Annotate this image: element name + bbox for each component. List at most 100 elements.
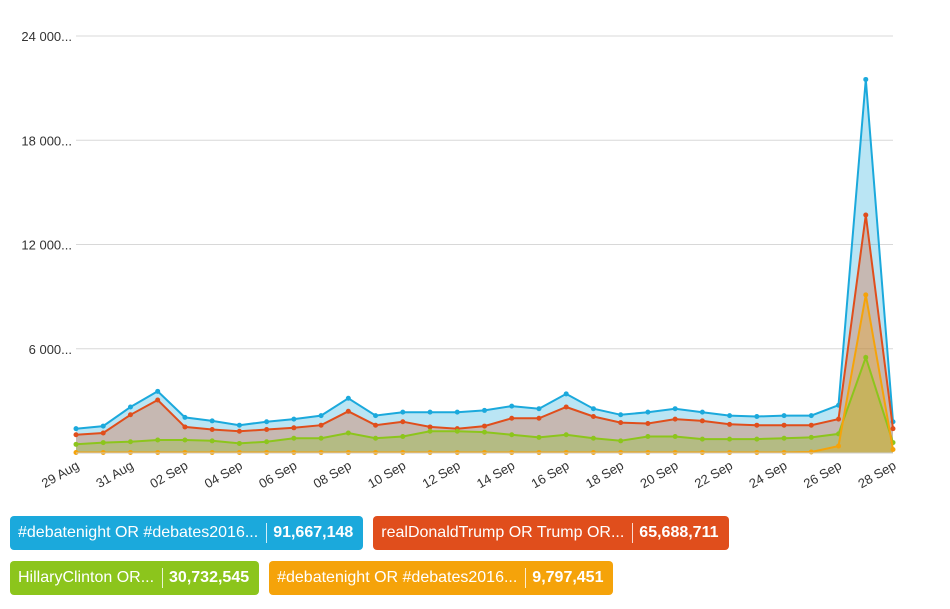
data-point [373, 435, 379, 441]
data-point [264, 439, 270, 445]
data-point [400, 409, 406, 415]
data-point [100, 440, 106, 446]
data-point [672, 433, 678, 439]
data-point [699, 436, 705, 442]
data-point [427, 428, 433, 434]
data-point [291, 425, 297, 431]
data-point [182, 414, 188, 420]
data-point [373, 422, 379, 428]
data-point [808, 422, 814, 428]
data-point [672, 449, 678, 455]
data-point [427, 424, 433, 430]
data-point [808, 434, 814, 440]
x-tick-label: 12 Sep [420, 458, 463, 492]
legend-item-total: 91,667,148 [273, 524, 354, 541]
y-tick-label: 6 000... [29, 342, 72, 357]
data-point [482, 407, 487, 413]
data-point [727, 421, 733, 427]
data-point [482, 449, 487, 455]
data-point [672, 406, 678, 412]
y-tick-label: 12 000... [21, 238, 72, 253]
data-point [182, 437, 188, 443]
data-point [155, 449, 161, 455]
data-point [73, 432, 79, 438]
data-point [836, 416, 842, 422]
x-tick-label: 24 Sep [746, 458, 789, 492]
data-point [345, 449, 351, 455]
series-area [76, 215, 893, 453]
legend-item-name: #debatenight OR #debates2016... [18, 524, 259, 541]
legend-item-name: HillaryClinton OR... [18, 569, 155, 586]
legend-item-name: realDonaldTrump OR Trump OR... [381, 524, 625, 541]
data-point [236, 449, 242, 455]
data-point [863, 354, 869, 360]
data-point [618, 438, 624, 444]
data-point [318, 435, 324, 441]
legend-item-total: 65,688,711 [639, 524, 719, 541]
data-point [318, 422, 324, 428]
legend-item-debatenight-2[interactable]: #debatenight OR #debates2016... 9,797,45… [269, 561, 614, 595]
data-point [563, 449, 569, 455]
data-point [482, 429, 487, 435]
x-tick-label: 10 Sep [365, 458, 408, 492]
data-point [400, 419, 406, 425]
data-point [291, 449, 297, 455]
legend-item-name: #debatenight OR #debates2016... [277, 569, 518, 586]
data-point [400, 449, 406, 455]
legend-divider [525, 568, 527, 588]
data-point [536, 415, 542, 421]
data-point [73, 449, 79, 455]
series-line [75, 79, 894, 430]
data-point [291, 435, 297, 441]
legend-row-2: HillaryClinton OR... 30,732,545 #debaten… [10, 561, 940, 595]
data-point [536, 434, 542, 440]
data-point [264, 449, 270, 455]
data-point [781, 449, 787, 455]
data-point [345, 395, 351, 401]
x-tick-label: 22 Sep [692, 458, 735, 492]
data-point [127, 412, 133, 418]
data-point [318, 413, 324, 419]
data-point [563, 391, 569, 397]
data-point [699, 409, 705, 415]
data-point [100, 430, 106, 436]
data-point [509, 415, 515, 421]
data-point [590, 414, 596, 420]
data-point [509, 403, 515, 409]
data-point [699, 449, 705, 455]
data-point [890, 447, 896, 453]
data-point [781, 435, 787, 441]
data-point [100, 423, 106, 429]
x-tick-label: 31 Aug [93, 458, 136, 491]
data-point [536, 406, 542, 412]
data-point [73, 426, 79, 432]
data-point [482, 423, 487, 429]
legend-item-debatenight[interactable]: #debatenight OR #debates2016... 91,667,1… [10, 516, 364, 550]
data-point [155, 388, 161, 394]
data-point [727, 413, 733, 419]
legend-item-total: 9,797,451 [532, 569, 604, 586]
data-point [509, 449, 515, 455]
data-point [536, 449, 542, 455]
data-point [563, 404, 569, 410]
y-tick-label: 24 000... [21, 29, 72, 44]
data-point [836, 443, 842, 449]
data-point [209, 438, 215, 444]
data-point [182, 449, 188, 455]
legend: #debatenight OR #debates2016... 91,667,1… [10, 516, 940, 606]
data-point [264, 427, 270, 433]
data-point [863, 292, 869, 298]
data-point [863, 212, 869, 218]
legend-item-trump[interactable]: realDonaldTrump OR Trump OR... 65,688,71… [373, 516, 729, 550]
legend-item-total: 30,732,545 [169, 569, 250, 586]
data-point [754, 436, 760, 442]
legend-divider [266, 523, 268, 543]
data-point [781, 413, 787, 419]
data-point [754, 414, 760, 420]
data-point [127, 449, 133, 455]
data-point [645, 420, 651, 426]
legend-item-clinton[interactable]: HillaryClinton OR... 30,732,545 [10, 561, 260, 595]
data-point [345, 408, 351, 414]
data-point [754, 422, 760, 428]
data-point [127, 439, 133, 445]
